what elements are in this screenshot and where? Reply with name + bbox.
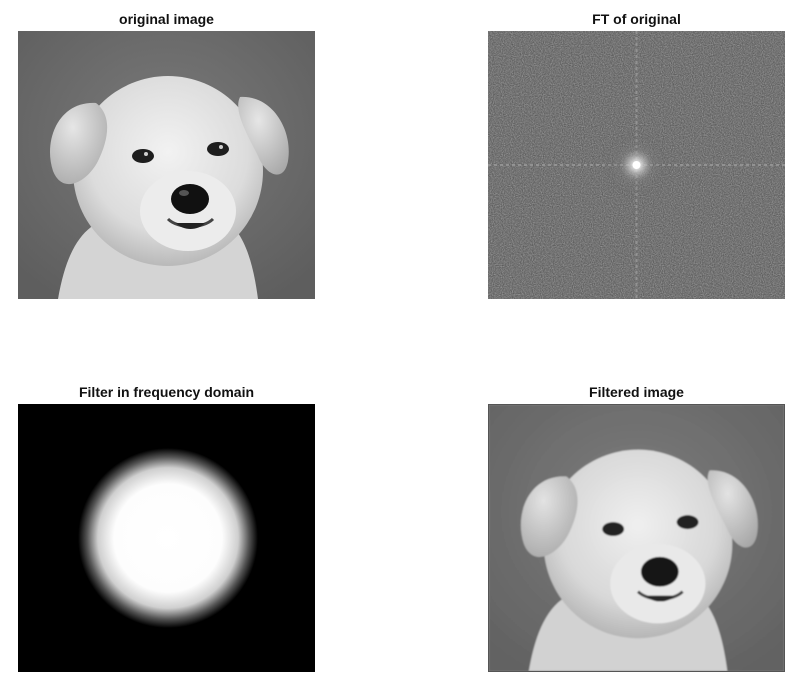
original-image-title: original image [119,11,214,27]
puppy-photo-filtered [489,405,784,671]
original-image-panel: original image [18,11,315,301]
filtered-image [488,404,785,672]
gaussian-lowpass-filter [18,404,315,672]
ft-panel: FT of original [488,11,785,301]
filtered-panel: Filtered image [488,384,785,674]
filtered-title: Filtered image [589,384,684,400]
filter-panel: Filter in frequency domain [18,384,315,674]
filter-title: Filter in frequency domain [78,384,255,400]
original-image [18,31,315,299]
ft-title: FT of original [592,11,681,27]
fourier-spectrum [488,31,785,299]
filter-image [18,404,315,672]
puppy-photo [18,31,315,299]
fourier-spectrum-image [488,31,785,299]
